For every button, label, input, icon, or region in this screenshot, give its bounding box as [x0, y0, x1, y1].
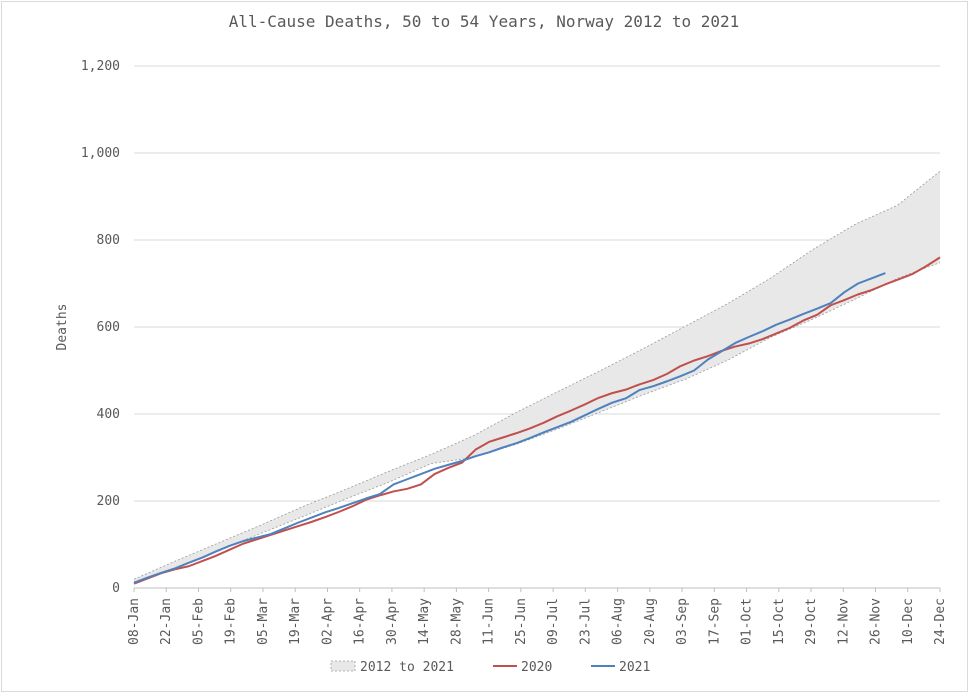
x-tick-label: 16-Apr — [353, 598, 368, 645]
band-layer — [133, 170, 941, 583]
series-layer — [133, 256, 941, 585]
legend-swatch-band — [330, 660, 356, 672]
y-tick-label: 600 — [97, 320, 120, 335]
x-tick-label: 01-Oct — [740, 598, 755, 645]
y-tick-label: 0 — [112, 581, 120, 596]
x-tick-label: 05-Feb — [191, 598, 206, 645]
x-tick-label: 19-Feb — [224, 598, 239, 645]
x-tick-label: 10-Dec — [901, 598, 916, 645]
legend-label-2020: 2020 — [521, 660, 552, 675]
x-tick-label: 29-Oct — [804, 598, 819, 645]
x-tick-label: 09-Jul — [546, 598, 561, 645]
y-tick-label: 400 — [97, 407, 120, 422]
legend-label-band: 2012 to 2021 — [360, 660, 454, 675]
series-line-2021 — [133, 272, 886, 584]
y-tick-label: 800 — [97, 233, 120, 248]
x-tick-label: 24-Dec — [933, 598, 948, 645]
x-tick-label: 12-Nov — [836, 598, 851, 645]
gridlines: 0 200 400 600 800 1,000 1,200 — [81, 59, 940, 596]
x-tick-label: 19-Mar — [288, 598, 303, 645]
x-tick-label: 20-Aug — [643, 598, 658, 645]
chart-title: All-Cause Deaths, 50 to 54 Years, Norway… — [229, 12, 740, 31]
x-tick-label: 22-Jan — [159, 598, 174, 645]
legend: 2012 to 2021 2020 2021 — [330, 660, 650, 675]
x-tick-label: 25-Jun — [514, 598, 529, 645]
y-axis-label: Deaths — [55, 304, 70, 351]
axis-layer: 08-Jan 22-Jan 05-Feb 19-Feb 05-Mar 19-Mar 02-A… — [127, 587, 948, 645]
x-tick-label: 08-Jan — [127, 598, 142, 645]
x-tick-label: 11-Jun — [482, 598, 497, 645]
x-tick-label: 28-May — [449, 598, 464, 645]
x-tick-label: 03-Sep — [675, 598, 690, 645]
band-upper-edge — [133, 170, 941, 580]
y-tick-label: 200 — [97, 494, 120, 509]
band-area-2012-2021 — [134, 171, 940, 582]
x-tick-label: 26-Nov — [869, 598, 884, 645]
x-tick-label: 30-Apr — [385, 598, 400, 645]
x-tick-label: 15-Oct — [772, 598, 787, 645]
x-tick-label: 23-Jul — [578, 598, 593, 645]
y-tick-label: 1,000 — [81, 146, 120, 161]
x-tick-label: 05-Mar — [256, 598, 271, 645]
x-tick-label: 14-May — [417, 598, 432, 645]
y-tick-label: 1,200 — [81, 59, 120, 74]
x-tick-label: 06-Aug — [611, 598, 626, 645]
legend-label-2021: 2021 — [619, 660, 650, 675]
band-lower-edge — [133, 262, 941, 583]
x-tick-label: 02-Apr — [320, 598, 335, 645]
x-tick-label: 17-Sep — [707, 598, 722, 645]
